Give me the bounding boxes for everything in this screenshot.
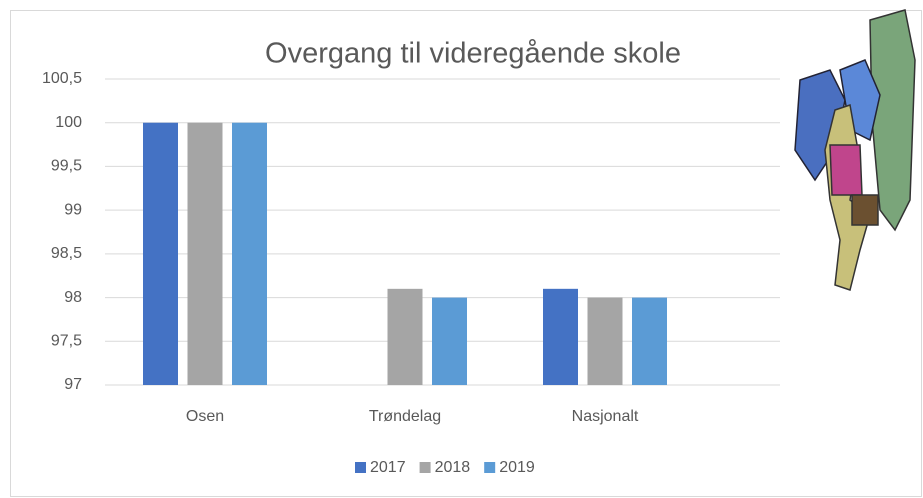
legend-swatch: [355, 462, 366, 473]
bar: [387, 288, 423, 385]
y-tick-label: 97,5: [51, 333, 82, 350]
bar: [232, 122, 267, 385]
y-tick-label: 99,5: [51, 158, 82, 175]
legend-label: 2018: [435, 459, 471, 476]
bar: [587, 297, 623, 385]
legend-label: 2019: [499, 459, 535, 476]
x-tick-label: Nasjonalt: [572, 408, 639, 425]
x-tick-label: Trøndelag: [369, 408, 441, 425]
y-tick-label: 100: [55, 114, 82, 131]
bar: [432, 297, 467, 385]
y-tick-label: 100,5: [42, 70, 82, 87]
y-tick-label: 99: [64, 201, 82, 218]
y-tick-label: 98,5: [51, 245, 82, 262]
chart-title: Overgang til videregående skole: [265, 38, 681, 70]
bar: [632, 297, 667, 385]
clipart: [794, 9, 916, 291]
y-tick-label: 98: [64, 289, 82, 306]
legend-label: 2017: [370, 459, 406, 476]
x-tick-label: Osen: [186, 408, 224, 425]
legend-swatch: [419, 462, 431, 473]
bar: [143, 122, 178, 385]
bar: [543, 288, 578, 385]
bar: [187, 122, 223, 385]
legend-swatch: [484, 462, 496, 473]
y-tick-label: 97: [64, 376, 82, 393]
